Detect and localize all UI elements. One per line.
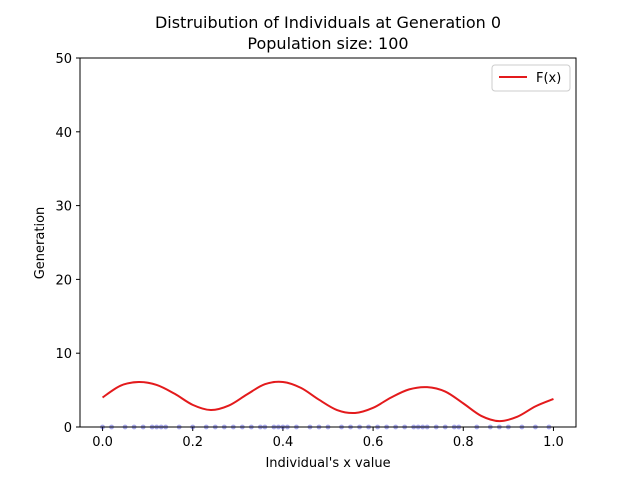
plot-area-frame: [79, 57, 577, 428]
y-axis-label: Generation: [33, 207, 48, 280]
chart-title-line1: Distruibution of Individuals at Generati…: [155, 13, 501, 32]
x-tick-label: 0.0: [92, 435, 113, 450]
chart-title-line2: Population size: 100: [247, 34, 408, 53]
series-line-fx: [101, 380, 554, 423]
y-tick-label: 50: [55, 52, 72, 67]
x-axis-label: Individual's x value: [265, 456, 390, 471]
y-tick-label: 30: [55, 200, 72, 215]
x-tick-label: 0.6: [363, 435, 384, 450]
axis-ticks: 0.0 0.2 0.4 0.6 0.8 1.0 0 10 20 30 40 50: [55, 52, 563, 450]
x-tick-label: 0.8: [453, 435, 474, 450]
y-tick-label: 40: [55, 126, 72, 141]
legend-box: [491, 64, 571, 92]
x-tick-label: 1.0: [543, 435, 564, 450]
legend-label-fx: F(x): [536, 71, 561, 86]
legend: F(x): [491, 64, 571, 92]
y-tick-label: 10: [55, 347, 72, 362]
x-tick-label: 0.2: [182, 435, 203, 450]
y-tick-label: 20: [55, 273, 72, 288]
x-tick-label: 0.4: [273, 435, 294, 450]
y-tick-label: 0: [64, 421, 72, 436]
series-lines: [101, 380, 554, 423]
